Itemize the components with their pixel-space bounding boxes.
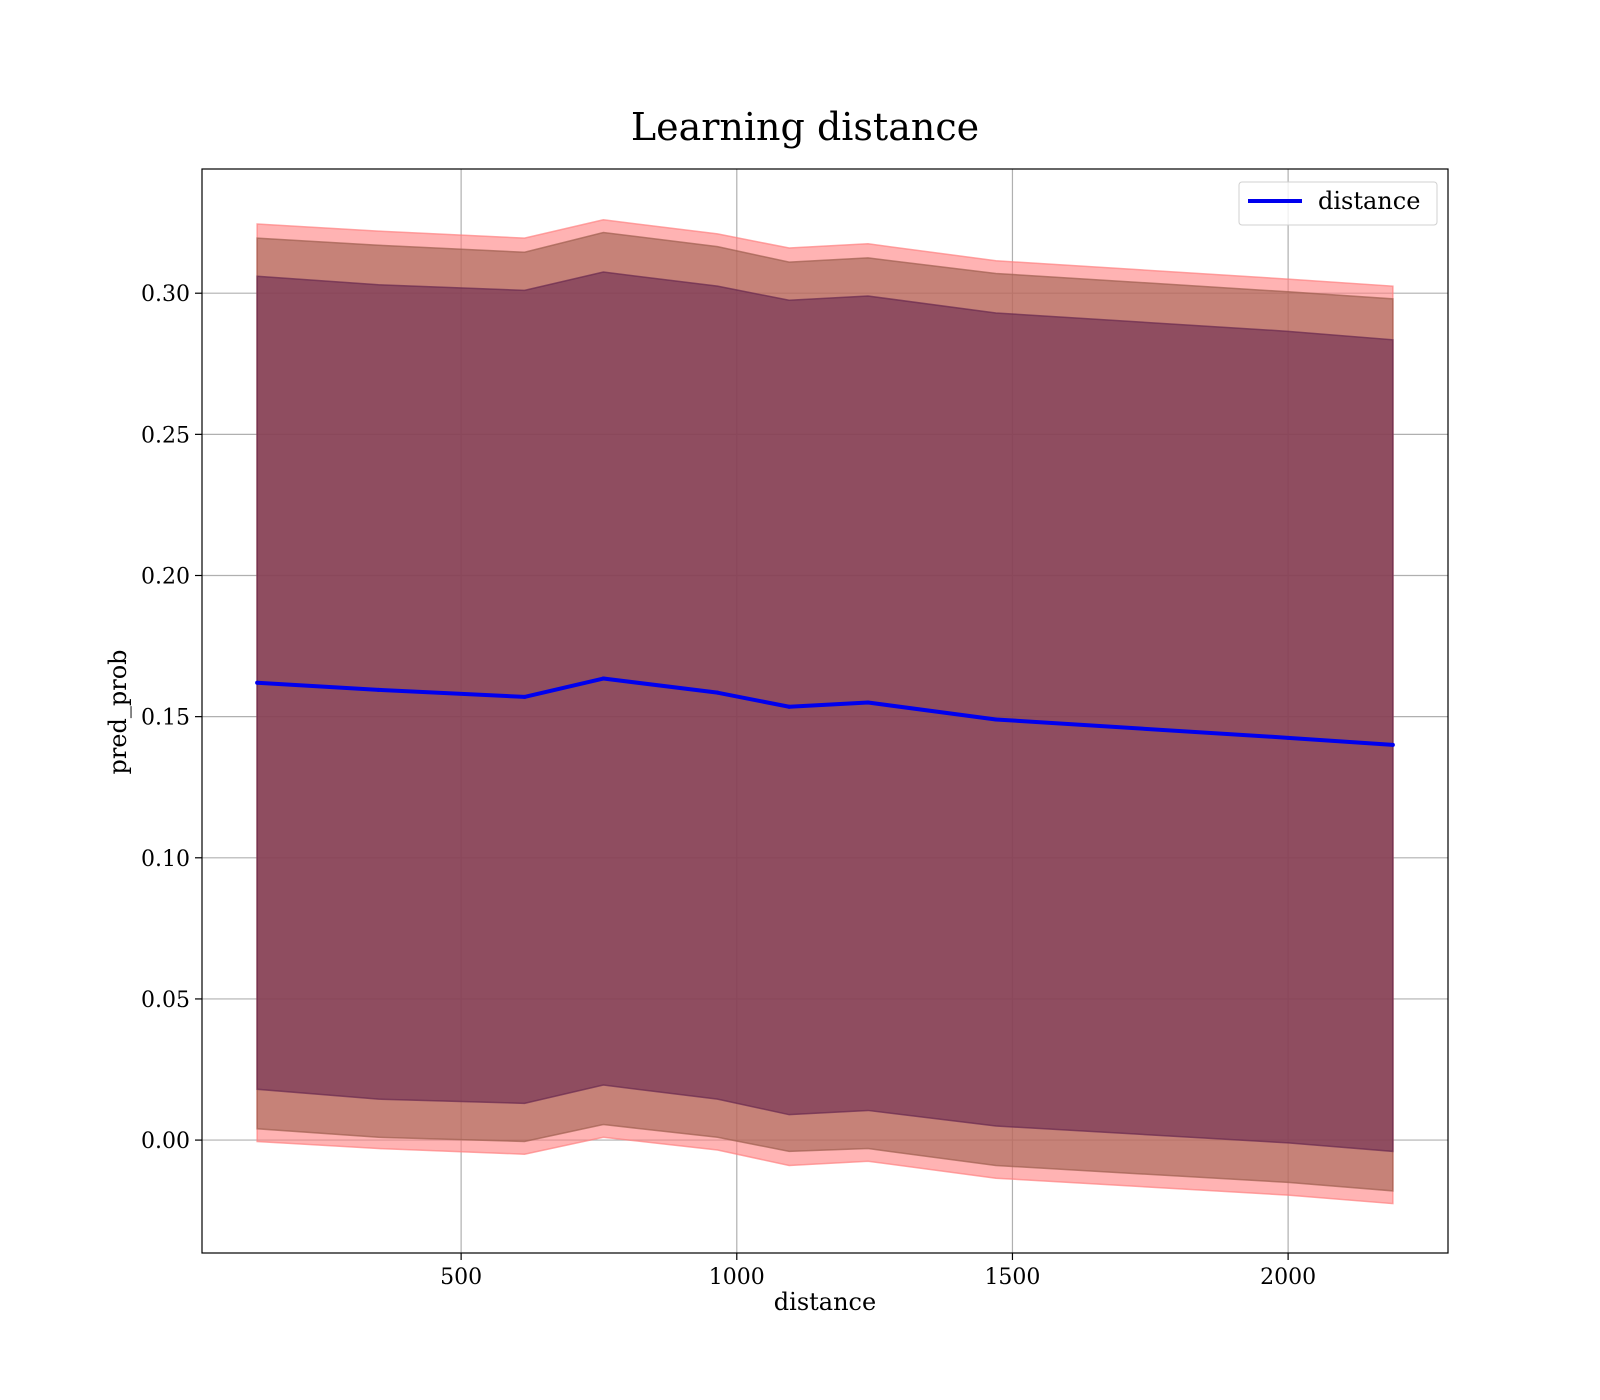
x-tick-label: 2000	[1260, 1265, 1316, 1290]
data-point	[866, 700, 871, 705]
y-tick-label: 0.15	[141, 706, 190, 731]
data-point	[601, 676, 606, 681]
data-point	[993, 717, 998, 722]
chart-title: Learning distance	[631, 105, 979, 149]
x-tick-label: 500	[440, 1265, 482, 1290]
y-tick-label: 0.00	[141, 1129, 190, 1154]
data-point	[1286, 735, 1291, 740]
data-point	[522, 694, 527, 699]
ticks: 500 1000 1500 2000 0.00 0.05 0.10 0.15 0.20 0.25 0…	[141, 282, 1316, 1290]
y-tick-label: 0.05	[141, 988, 190, 1013]
x-tick-label: 1000	[709, 1265, 765, 1290]
x-axis-label: distance	[774, 1288, 876, 1316]
y-axis-label: pred_prob	[104, 649, 132, 774]
confidence-band-3	[256, 271, 1394, 1153]
data-point	[1390, 742, 1395, 747]
series-lines	[255, 676, 1395, 747]
data-point	[255, 680, 260, 685]
legend-box	[1238, 181, 1438, 226]
plot-frame	[201, 168, 1449, 1254]
series-line-distance	[257, 676, 1394, 747]
y-tick-label: 0.10	[141, 847, 190, 872]
y-tick-label: 0.30	[141, 282, 190, 307]
y-tick-label: 0.25	[141, 423, 190, 448]
data-point	[376, 687, 381, 692]
x-tick-label: 1500	[984, 1265, 1040, 1290]
data-point	[787, 704, 792, 709]
legend: distance	[1238, 181, 1438, 226]
confidence-bands	[256, 219, 1394, 1205]
y-tick-label: 0.20	[141, 565, 190, 590]
legend-label-distance: distance	[1318, 187, 1420, 215]
data-point	[715, 690, 720, 695]
